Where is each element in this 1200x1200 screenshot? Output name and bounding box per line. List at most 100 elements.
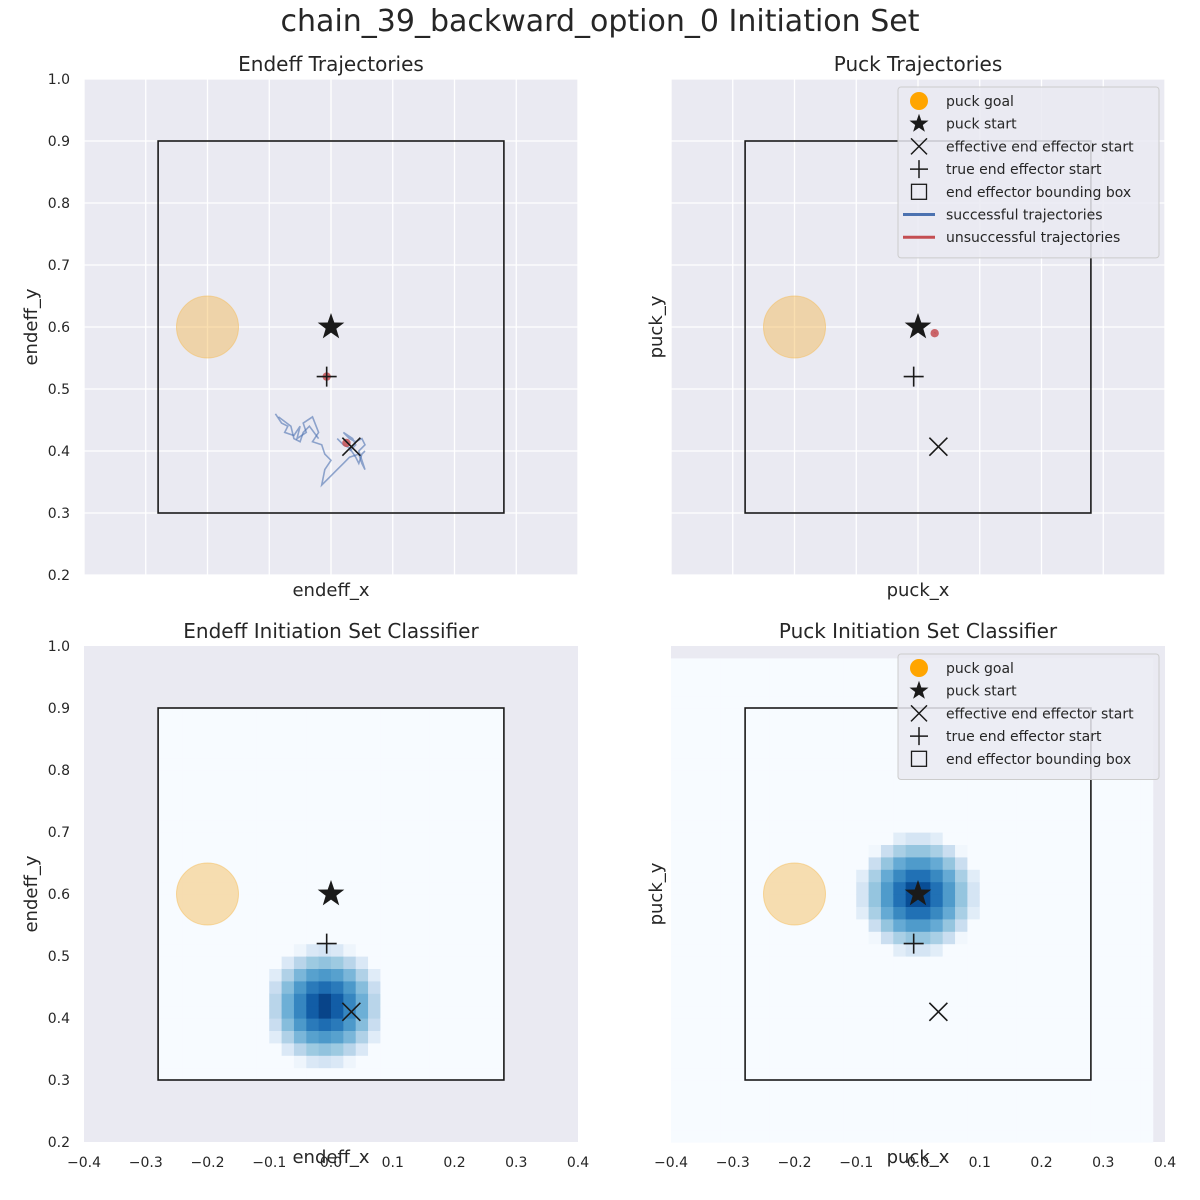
heatmap-cell xyxy=(720,683,734,697)
heatmap-cell xyxy=(269,770,283,783)
heatmap-cell xyxy=(893,1030,907,1044)
heatmap-cell xyxy=(491,856,505,870)
heatmap-cell xyxy=(831,683,845,697)
x-axis-label: puck_x xyxy=(887,580,950,601)
heatmap-cell xyxy=(256,782,270,796)
heatmap-cell xyxy=(967,918,981,932)
heatmap-cell xyxy=(1103,856,1117,870)
heatmap-cell xyxy=(479,1042,493,1056)
heatmap-cell xyxy=(256,770,270,783)
heatmap-cell xyxy=(942,1080,956,1093)
heatmap-cell xyxy=(720,807,734,821)
heatmap-cell xyxy=(1115,1005,1129,1019)
heatmap-cell xyxy=(368,993,381,1007)
heatmap-cell xyxy=(893,993,907,1007)
heatmap-cell xyxy=(392,931,406,945)
heatmap-cell xyxy=(708,1129,721,1143)
heatmap-cell xyxy=(708,670,721,684)
legend-label: effective end effector start xyxy=(946,139,1134,155)
heatmap-cell xyxy=(454,782,468,796)
heatmap-cell xyxy=(343,1030,357,1044)
heatmap-cell xyxy=(170,1005,184,1019)
heatmap-cell xyxy=(1053,869,1067,883)
heatmap-cell xyxy=(158,819,172,833)
heatmap-cell xyxy=(930,794,944,808)
heatmap-cell xyxy=(195,869,209,883)
heatmap-cell xyxy=(1103,832,1117,845)
heatmap-cell xyxy=(207,794,221,808)
heatmap-cell xyxy=(905,956,919,969)
heatmap-cell xyxy=(806,1005,820,1019)
heatmap-cell xyxy=(806,881,820,895)
heatmap-cell xyxy=(1115,782,1129,796)
heatmap-cell xyxy=(1029,894,1043,907)
heatmap-cell xyxy=(405,1042,419,1056)
heatmap-cell xyxy=(745,980,759,994)
heatmap-cell xyxy=(1127,856,1141,870)
heatmap-cell xyxy=(417,1018,431,1031)
heatmap-cell xyxy=(683,980,697,994)
heatmap-cell xyxy=(708,894,721,907)
heatmap-cell xyxy=(219,943,233,957)
heatmap-cell xyxy=(1029,1030,1043,1044)
heatmap-cell xyxy=(219,856,233,870)
heatmap-cell xyxy=(745,881,759,895)
puck-start-marker xyxy=(904,313,932,339)
heatmap-cell xyxy=(343,794,357,808)
heatmap-cell xyxy=(1029,956,1043,969)
heatmap-cell xyxy=(856,1080,870,1093)
heatmap-cell xyxy=(1115,1042,1129,1056)
x-tick-label: 0.1 xyxy=(382,1155,404,1171)
heatmap-cell xyxy=(720,918,734,932)
heatmap-cell xyxy=(695,993,709,1007)
heatmap-cell xyxy=(491,832,505,845)
heatmap-cell xyxy=(232,708,246,721)
heatmap-cell xyxy=(1016,1042,1030,1056)
heatmap-cell xyxy=(1103,931,1117,945)
heatmap-cell xyxy=(318,832,332,845)
heatmap-cell xyxy=(683,993,697,1007)
heatmap-cell xyxy=(942,918,956,932)
heatmap-cell xyxy=(1115,1018,1129,1031)
heatmap-cell xyxy=(306,832,320,845)
heatmap-cell xyxy=(281,1005,295,1019)
heatmap-cell xyxy=(794,832,808,845)
heatmap-cell xyxy=(479,745,493,759)
heatmap-cell xyxy=(979,1030,993,1044)
heatmap-cell xyxy=(1041,832,1055,845)
heatmap-cell xyxy=(868,819,882,833)
heatmap-cell xyxy=(671,770,684,783)
heatmap-cell xyxy=(893,1080,907,1093)
heatmap-cell xyxy=(856,918,870,932)
legend-label: true end effector start xyxy=(946,729,1102,745)
y-tick-label: 0.7 xyxy=(48,825,70,841)
heatmap-cell xyxy=(380,894,394,907)
heatmap-cell xyxy=(1127,1055,1141,1069)
heatmap-cell xyxy=(930,1117,944,1131)
heatmap-cell xyxy=(918,1030,931,1044)
heatmap-cell xyxy=(454,745,468,759)
heatmap-cell xyxy=(207,1042,221,1056)
heatmap-cell xyxy=(868,770,882,783)
heatmap-cell xyxy=(942,1005,956,1019)
heatmap-cell xyxy=(405,844,419,858)
y-tick-label: 0.6 xyxy=(48,320,70,336)
heatmap-cell xyxy=(831,906,845,920)
heatmap-cell xyxy=(170,943,184,957)
heatmap-cell xyxy=(256,1005,270,1019)
heatmap-cell xyxy=(671,732,684,746)
heatmap-cell xyxy=(466,968,480,982)
heatmap-cell xyxy=(757,782,771,796)
heatmap-cell xyxy=(745,1104,759,1118)
heatmap-cell xyxy=(720,1092,734,1106)
heatmap-cell xyxy=(942,956,956,969)
heatmap-cell xyxy=(843,1092,857,1106)
puck-goal-marker xyxy=(176,862,239,926)
heatmap-cell xyxy=(967,782,981,796)
heatmap-cell xyxy=(306,993,320,1007)
heatmap-cell xyxy=(1103,968,1117,982)
heatmap-cell xyxy=(170,832,184,845)
heatmap-cell xyxy=(1127,1067,1141,1081)
heatmap-cell xyxy=(819,782,833,796)
